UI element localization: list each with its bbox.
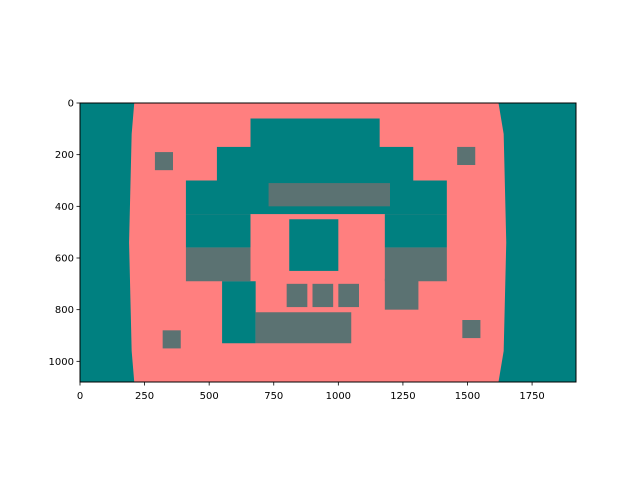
x-tick-label: 500 <box>200 391 219 402</box>
image-region-patch-8 <box>384 247 447 282</box>
x-tick-label: 1000 <box>326 391 351 402</box>
y-tick-label: 400 <box>55 202 74 213</box>
x-tick-label: 1750 <box>519 391 544 402</box>
image-region-patch-14 <box>286 283 308 308</box>
x-tick-label: 0 <box>77 391 83 402</box>
y-tick-label: 1000 <box>49 357 74 368</box>
image-region-patch-6 <box>185 247 251 282</box>
image-region-patch-15 <box>312 283 334 308</box>
image-region-patch-5 <box>185 214 251 248</box>
image-region-patch-2 <box>250 118 380 153</box>
image-region-patch-13 <box>289 219 339 271</box>
x-axis: 0 250 500 750 1000 1250 1500 1750 <box>77 382 545 402</box>
image-region-patch-12 <box>268 183 390 207</box>
image-region-patch-11 <box>384 278 419 310</box>
y-axis: 0 200 400 600 800 1000 <box>49 99 80 368</box>
x-tick-label: 1250 <box>390 391 415 402</box>
image-region-marker-19 <box>162 330 181 349</box>
y-tick-label: 800 <box>55 305 74 316</box>
x-tick-label: 1500 <box>455 391 480 402</box>
image-region-marker-18 <box>457 146 476 165</box>
image-region-patch-7 <box>384 214 447 248</box>
image-region-marker-20 <box>462 320 481 339</box>
y-tick-label: 600 <box>55 254 74 265</box>
image-region-patch-16 <box>338 283 359 308</box>
image-layer <box>80 103 576 382</box>
y-tick-label: 0 <box>68 99 74 110</box>
x-tick-label: 250 <box>135 391 154 402</box>
image-region-patch-10 <box>255 312 352 344</box>
plot-frame <box>79 102 577 383</box>
image-region-marker-17 <box>154 152 173 171</box>
image-region-patch-3 <box>216 146 414 181</box>
x-tick-label: 750 <box>264 391 283 402</box>
image-region-patch-9 <box>222 281 256 344</box>
y-tick-label: 200 <box>55 150 74 161</box>
